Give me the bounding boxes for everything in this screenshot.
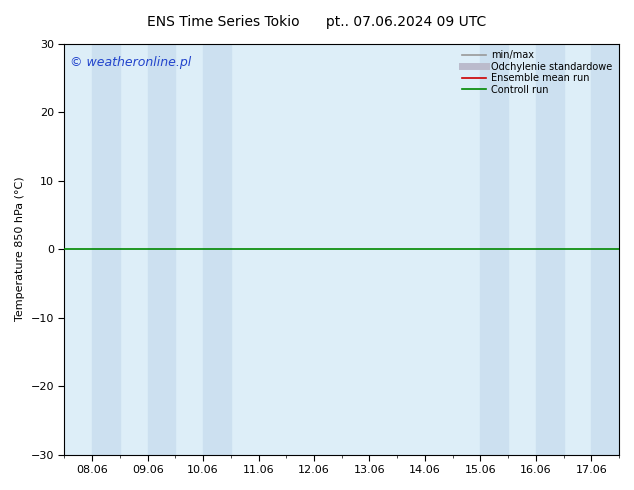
Bar: [148, 44, 176, 455]
Bar: [92, 44, 120, 455]
Text: ENS Time Series Tokio      pt.. 07.06.2024 09 UTC: ENS Time Series Tokio pt.. 07.06.2024 09…: [147, 15, 487, 29]
Legend: min/max, Odchylenie standardowe, Ensemble mean run, Controll run: min/max, Odchylenie standardowe, Ensembl…: [460, 49, 614, 97]
Text: © weatheronline.pl: © weatheronline.pl: [70, 56, 191, 69]
Bar: [203, 44, 231, 455]
Bar: [592, 44, 619, 455]
Y-axis label: Temperature 850 hPa (°C): Temperature 850 hPa (°C): [15, 177, 25, 321]
Bar: [481, 44, 508, 455]
Bar: [536, 44, 564, 455]
